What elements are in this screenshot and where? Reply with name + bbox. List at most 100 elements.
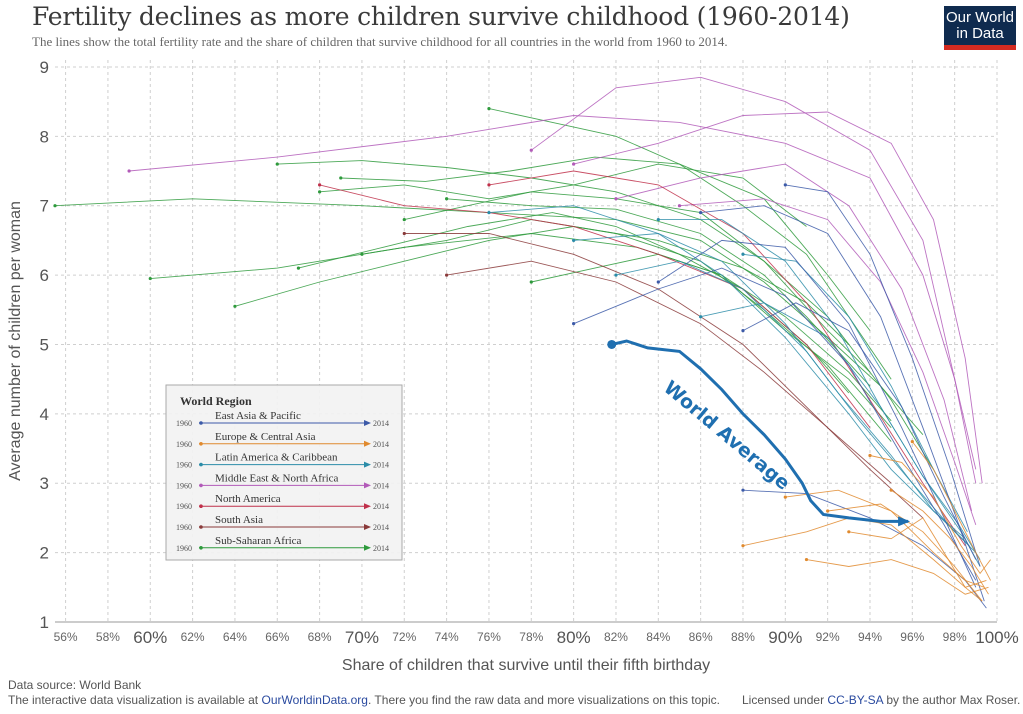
series-start-point — [529, 280, 533, 284]
y-tick-label: 6 — [40, 266, 49, 285]
x-tick-label-minor: 96% — [900, 630, 924, 644]
series-line — [446, 198, 871, 387]
fertility-chart: 1 2 3 4 5 6 7 8 9 56% 58% 62% 64% 66% 68% 72% 74% 76% 78% 8… — [7, 58, 1019, 674]
series-start-point — [360, 252, 364, 256]
series-start-point — [847, 530, 851, 534]
logo-line-1: Our World — [945, 9, 1015, 26]
series-start-point — [445, 197, 449, 201]
y-tick-label: 3 — [40, 474, 49, 493]
x-tick-label-minor: 72% — [392, 630, 416, 644]
x-tick-label-minor: 66% — [265, 630, 289, 644]
series-line — [573, 267, 977, 581]
series-line — [319, 163, 807, 227]
series-start-point — [487, 183, 491, 187]
series-line — [911, 441, 991, 581]
footer-info-pre: The interactive data visualization is av… — [8, 693, 262, 707]
series-start-point — [741, 328, 745, 333]
legend-end-label: 2014 — [373, 481, 389, 490]
series-start-point — [699, 315, 703, 319]
legend-title: World Region — [180, 394, 252, 408]
series-start-point — [804, 557, 809, 562]
license-post: by the author Max Roser. — [882, 693, 1021, 707]
owid-logo[interactable]: Our World in Data — [944, 6, 1016, 50]
x-tick-label-major: 100% — [975, 628, 1018, 647]
series-start-point — [296, 266, 301, 270]
series-line — [848, 517, 987, 588]
series-start-point — [445, 273, 449, 277]
legend-arrow — [364, 420, 371, 426]
license-pre: Licensed under — [742, 693, 828, 707]
series-start-point — [868, 453, 872, 458]
legend-start-label: 1960 — [176, 481, 192, 490]
series-line — [404, 233, 924, 519]
x-tick-label-minor: 68% — [308, 630, 332, 644]
series-start-point — [529, 148, 533, 152]
x-tick-label-minor: 64% — [223, 630, 247, 644]
series-start-point — [741, 252, 745, 256]
x-tick-label-minor: 76% — [477, 630, 501, 644]
series-line — [488, 205, 966, 540]
legend-entry-label: Middle East & North Africa — [215, 472, 339, 484]
y-tick-label: 9 — [40, 58, 49, 77]
legend-start-dot — [199, 421, 203, 425]
series-line — [785, 489, 985, 588]
y-tick-label: 7 — [40, 197, 49, 216]
series-line — [806, 559, 989, 595]
series-line — [827, 503, 983, 602]
legend-start-label: 1960 — [176, 544, 192, 553]
license: Licensed under CC-BY-SA by the author Ma… — [742, 693, 1020, 707]
series-start-point — [487, 106, 491, 111]
series-line — [615, 163, 973, 512]
x-tick-label-minor: 58% — [96, 630, 120, 644]
series-line — [700, 205, 985, 602]
series-line — [869, 455, 991, 575]
legend-end-label: 2014 — [373, 440, 389, 449]
series-start-point — [487, 211, 491, 215]
legend-arrow — [364, 482, 371, 489]
x-tick-label-minor: 62% — [181, 630, 205, 644]
y-axis-label: Average number of children per woman — [7, 201, 24, 481]
x-tick-label-minor: 78% — [519, 630, 543, 644]
series-start-point — [339, 176, 343, 180]
series-line — [573, 233, 970, 547]
chart-subtitle: The lines show the total fertility rate … — [32, 34, 728, 49]
world-average-line — [611, 339, 909, 523]
legend-start-dot — [199, 442, 203, 446]
legend-box — [165, 384, 403, 561]
series-start-point — [572, 322, 576, 326]
legend-entry-label: Europe & Central Asia — [215, 431, 316, 443]
legend-end-label: 2014 — [373, 419, 389, 428]
series-start-point — [614, 197, 618, 201]
series-start-point — [318, 183, 322, 187]
x-tick-label-minor: 74% — [435, 630, 459, 644]
x-tick-label-major: 80% — [557, 628, 591, 647]
legend-entry-label: Latin America & Caribbean — [215, 452, 338, 464]
legend-arrow — [364, 503, 371, 510]
series-start-point — [677, 204, 682, 208]
series-start-point — [741, 544, 745, 548]
x-tick-label-minor: 84% — [646, 630, 670, 644]
y-tick-label: 1 — [40, 613, 49, 632]
x-axis-label: Share of children that survive until the… — [342, 657, 710, 674]
series-line — [361, 219, 892, 442]
series-line — [340, 156, 871, 331]
x-tick-label-minor: 88% — [731, 630, 755, 644]
logo-line-2: in Data — [956, 25, 1004, 42]
footer-info-post: . There you find the raw data and more v… — [367, 693, 720, 707]
x-tick-label-minor: 86% — [689, 630, 713, 644]
series-line — [658, 219, 981, 560]
legend-entry-label: East Asia & Pacific — [215, 410, 301, 422]
series-line — [531, 253, 892, 422]
legend-start-label: 1960 — [176, 440, 192, 449]
legend-arrow — [364, 461, 371, 468]
legend-start-dot — [199, 546, 203, 550]
series-line — [531, 76, 977, 470]
series-line — [54, 198, 924, 435]
world-average-start — [607, 339, 617, 349]
license-link[interactable]: CC-BY-SA — [827, 693, 883, 707]
series-start-point — [783, 183, 787, 187]
legend-end-label: 2014 — [373, 523, 389, 532]
series-start-point — [127, 169, 131, 173]
owid-link[interactable]: OurWorldinData.org — [261, 693, 368, 707]
x-tick-label-minor: 98% — [943, 630, 967, 644]
